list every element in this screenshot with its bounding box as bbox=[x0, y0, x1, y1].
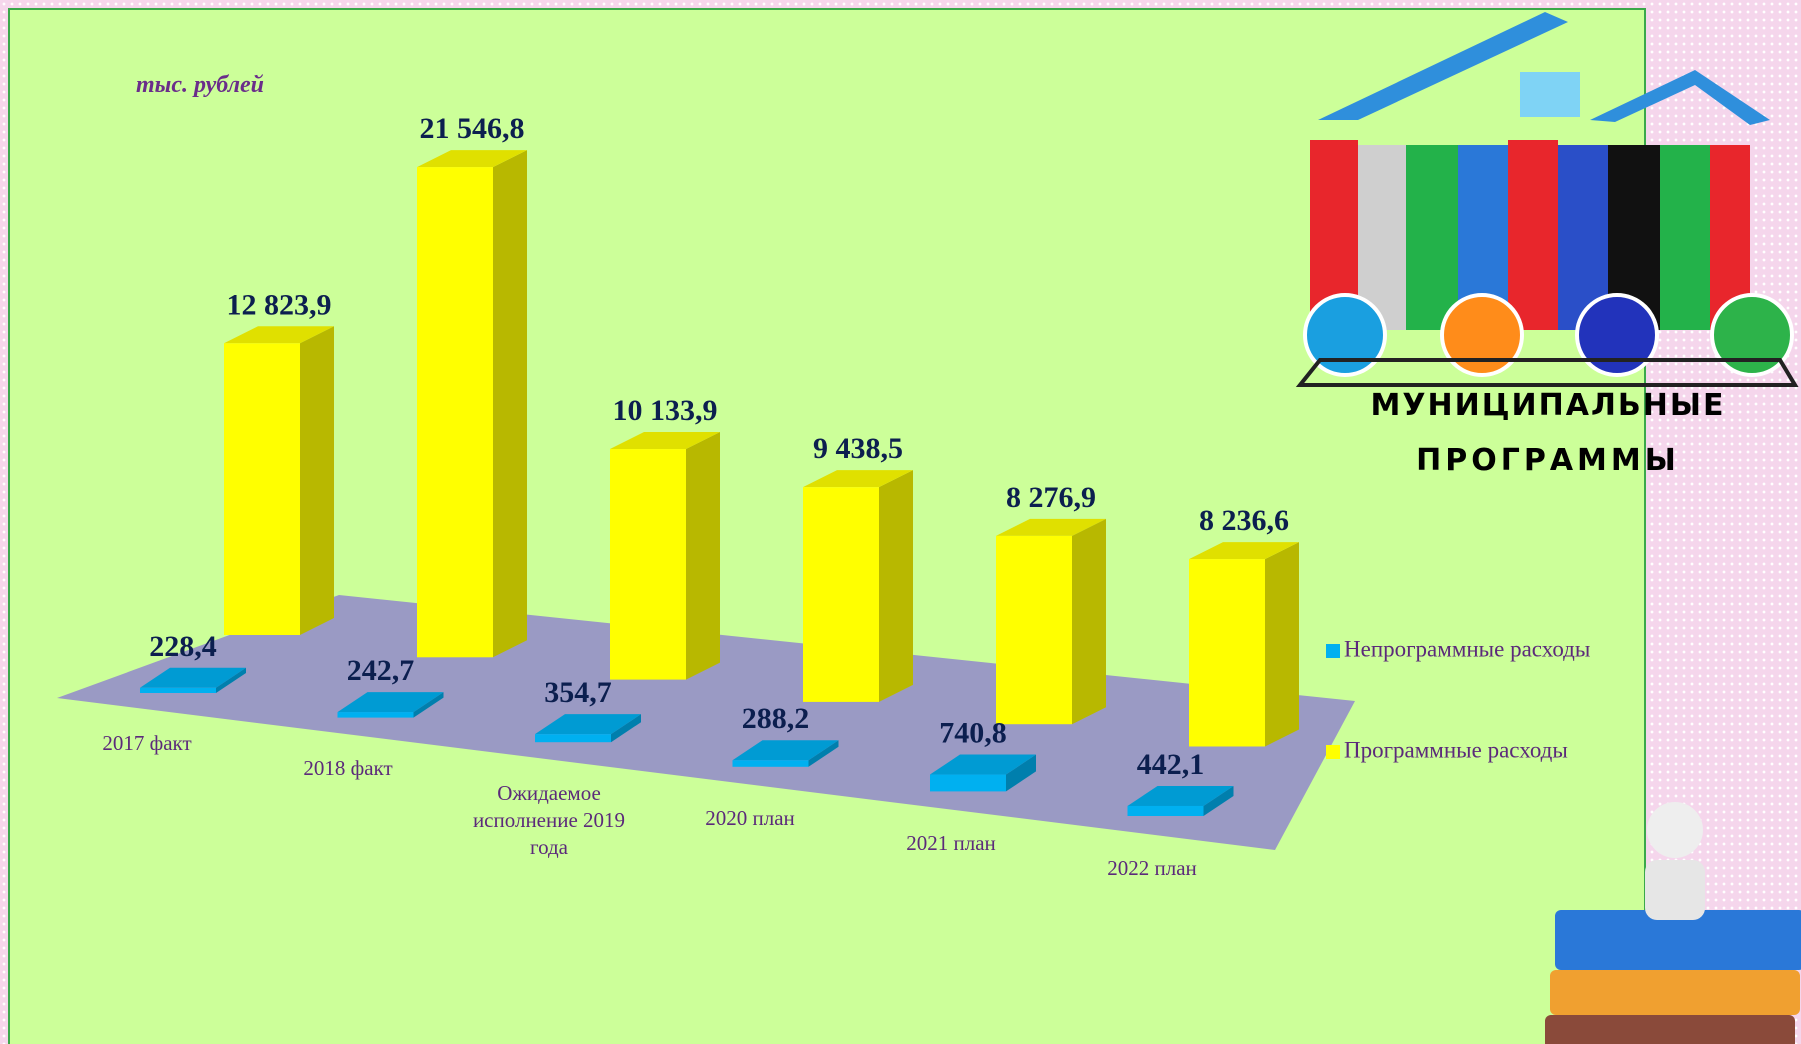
legend-label: Непрограммные расходы bbox=[1344, 636, 1590, 661]
bar-side bbox=[300, 326, 334, 635]
bar bbox=[732, 760, 809, 767]
x-tick-label: 2022 план bbox=[1107, 856, 1197, 880]
value-label: 228,4 bbox=[149, 630, 217, 663]
bar bbox=[930, 774, 1006, 792]
x-tick-label: Ожидаемое исполнение 2019 года bbox=[472, 781, 626, 859]
value-label: 9 438,5 bbox=[813, 432, 903, 465]
bar-side bbox=[686, 432, 720, 680]
logo: МУНИЦИПАЛЬНЫЕ ПРОГРАММЫ bbox=[1295, 12, 1799, 478]
bar-top bbox=[732, 740, 839, 761]
bar bbox=[1189, 559, 1265, 747]
bar-top bbox=[535, 714, 641, 735]
value-label: 8 276,9 bbox=[1006, 481, 1096, 514]
unit-label: тыс. рублей bbox=[136, 72, 264, 98]
bar-top bbox=[1189, 542, 1299, 560]
bar bbox=[610, 449, 686, 680]
bar-top bbox=[1127, 785, 1234, 806]
bar bbox=[140, 687, 216, 693]
x-tick-label: 2017 факт bbox=[102, 731, 192, 755]
bar-top bbox=[803, 470, 913, 488]
legend-swatch bbox=[1326, 644, 1340, 658]
value-label: 242,7 bbox=[347, 654, 415, 687]
value-label: 8 236,6 bbox=[1199, 504, 1289, 537]
bar bbox=[417, 167, 493, 658]
bar-top bbox=[140, 667, 246, 688]
x-tick-label: 2021 план bbox=[906, 831, 996, 855]
bar bbox=[224, 343, 300, 635]
x-tick-label: 2020 план bbox=[705, 806, 795, 830]
folder-stack bbox=[1545, 802, 1801, 1044]
bar bbox=[996, 535, 1072, 725]
bar bbox=[803, 487, 879, 702]
bar-top bbox=[930, 754, 1036, 775]
value-label: 12 823,9 bbox=[227, 288, 332, 321]
value-label: 10 133,9 bbox=[613, 394, 718, 427]
bar-side bbox=[216, 667, 246, 693]
value-label: 354,7 bbox=[544, 676, 612, 709]
floor bbox=[57, 595, 1355, 850]
bar-side bbox=[808, 740, 839, 767]
bar-side bbox=[611, 714, 641, 743]
value-label: 442,1 bbox=[1137, 748, 1205, 781]
value-label: 21 546,8 bbox=[420, 112, 525, 145]
legend-swatch bbox=[1326, 745, 1340, 759]
logo-text: МУНИЦИПАЛЬНЫЕ bbox=[1371, 388, 1726, 423]
bar-side bbox=[413, 692, 444, 718]
bar-side bbox=[1006, 754, 1036, 792]
bar-side bbox=[879, 470, 913, 702]
bar-top bbox=[996, 518, 1106, 536]
legend-label: Программные расходы bbox=[1344, 737, 1568, 762]
bar-top bbox=[417, 150, 527, 168]
bar bbox=[535, 734, 611, 743]
bar-top bbox=[610, 432, 720, 450]
bar-side bbox=[493, 150, 527, 658]
bar-top bbox=[337, 692, 444, 713]
bar-top bbox=[224, 326, 334, 344]
logo-text: ПРОГРАММЫ bbox=[1416, 443, 1680, 478]
value-label: 740,8 bbox=[939, 717, 1007, 750]
bar-side bbox=[1265, 542, 1299, 747]
x-tick-label: 2018 факт bbox=[303, 756, 393, 780]
value-label: 288,2 bbox=[742, 702, 810, 735]
bar-side bbox=[1072, 518, 1106, 725]
bar bbox=[1127, 805, 1204, 816]
bar bbox=[337, 712, 414, 718]
bar-side bbox=[1203, 785, 1234, 816]
